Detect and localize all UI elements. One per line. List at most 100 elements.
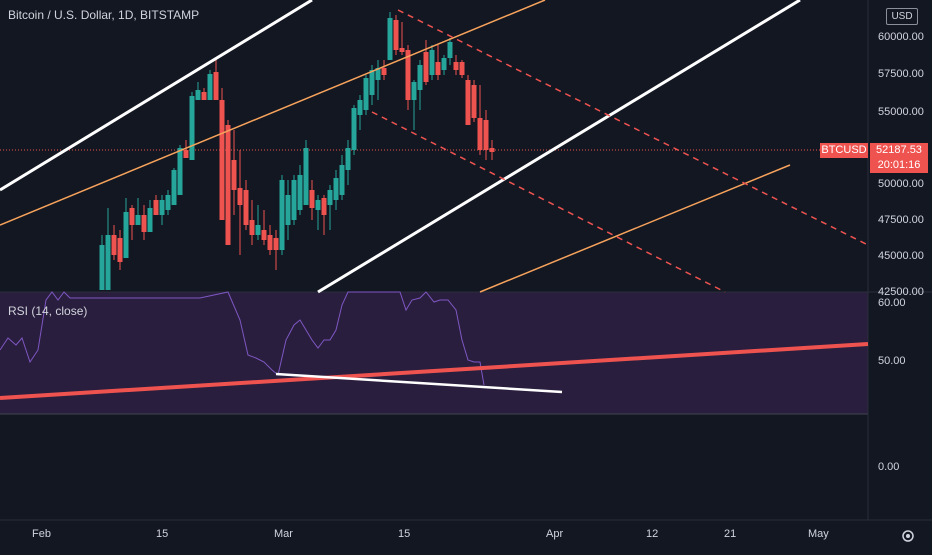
candle-body [483,120,489,150]
candle-body [441,58,447,70]
candle-body [297,175,303,210]
candle-body [147,208,153,232]
candle-body [333,178,339,200]
candle-body [225,125,231,245]
price-tick: 45000.00 [878,250,924,262]
candle-body [153,200,159,215]
candle-body [237,188,243,205]
gear-icon[interactable] [898,528,918,544]
candle-body [111,235,117,255]
orange-channel-upper [0,0,546,226]
candle-body [387,18,393,60]
candle-body [327,190,333,205]
currency-badge[interactable]: USD [886,8,918,25]
candle-body [165,195,171,210]
candle-body [321,198,327,215]
rsi-red-trendline [0,342,869,400]
candle-body [357,100,363,115]
candle-body [207,74,213,100]
candle-body [273,238,279,250]
candle-body [393,20,399,50]
candle-body [381,68,387,75]
rsi-line [0,291,485,386]
candle-body [99,245,105,290]
candle-body [177,148,183,195]
white-channel-upper [0,0,313,192]
price-tick: 57500.00 [878,68,924,80]
candle-body [267,235,273,250]
candle-body [345,148,351,170]
symbol-title: Bitcoin / U.S. Dollar, 1D, BITSTAMP [8,8,200,22]
price-tick: 50000.00 [878,178,924,190]
candle-body [171,170,177,205]
candle-body [135,215,141,225]
candle-body [123,212,129,258]
candle-body [303,148,309,205]
candle-body [195,90,201,100]
time-tick-may: May [808,528,829,540]
time-tick-apr: Apr [546,528,564,540]
price-tick: 42500.00 [878,286,924,298]
rsi-tick-60: 60.00 [878,297,906,309]
candle-body [399,48,405,52]
candle-body [489,148,495,152]
candle-body [471,85,477,118]
candle-body [105,235,111,290]
candle-body [375,68,381,80]
red-dashed-lower [371,111,726,293]
candle-body [141,215,147,232]
rsi-white-trendline [275,372,563,394]
candle-body [315,200,321,210]
rsi-tick-50: 50.00 [878,355,906,367]
price-tick: 55000.00 [878,106,924,118]
candle-body [465,80,471,125]
last-price-label: 52187.53 [870,143,928,158]
time-tick-apr-12: 12 [646,528,659,540]
candle-body [117,238,123,262]
candle-body [213,72,219,100]
candle-body [201,92,207,100]
time-tick-mar-15: 15 [398,528,411,540]
candle-body [363,78,369,110]
candle-body [429,50,435,75]
red-dashed-upper [397,9,869,246]
countdown-label: 20:01:16 [870,158,928,173]
candle-body [243,190,249,225]
candle-body [255,225,261,235]
time-tick-feb: Feb [32,528,51,540]
time-tick-feb-15: 15 [156,528,169,540]
candle-body [447,42,453,58]
white-channel-lower [317,0,801,294]
candle-body [417,65,423,90]
price-tick: 47500.00 [878,214,924,226]
candle-body [231,160,237,190]
candle-body [285,195,291,225]
orange-channel-lower [479,164,791,293]
candle-body [129,208,135,225]
candle-body [309,190,315,208]
price-tick: 60000.00 [878,31,924,43]
candle-body [411,82,417,100]
candle-body [339,165,345,195]
candle-body [183,150,189,158]
candle-body [423,52,429,82]
candle-body [369,70,375,95]
candle-body [459,62,465,75]
candle-body [279,180,285,250]
candle-body [159,200,165,215]
candle-body [249,220,255,235]
candle-body [453,62,459,70]
candle-body [435,62,441,75]
time-tick-mar: Mar [274,528,293,540]
candle-body [291,180,297,220]
time-tick-apr-21: 21 [724,528,737,540]
candle-body [477,118,483,150]
rsi-tick-0: 0.00 [878,461,900,473]
candle-body [405,50,411,100]
candle-body [219,100,225,220]
rsi-title: RSI (14, close) [8,304,88,318]
candle-body [189,96,195,160]
ticker-tag: BTCUSD [820,143,868,158]
